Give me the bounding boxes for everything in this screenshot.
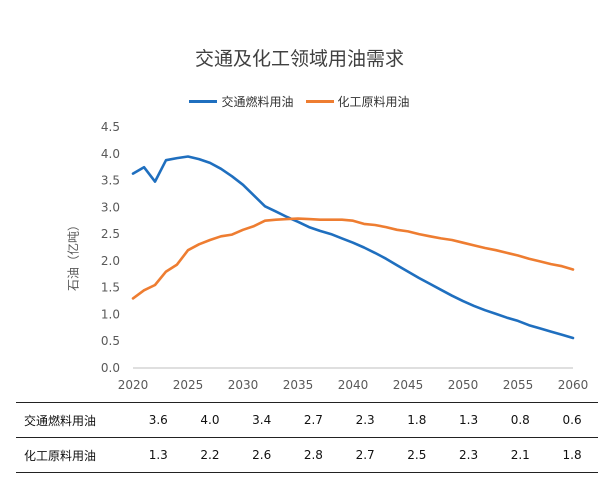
table-cell: 2.2 xyxy=(184,437,236,473)
table-cell: 1.3 xyxy=(132,437,185,473)
x-tick-label: 2040 xyxy=(338,378,369,392)
y-tick-label: 4.0 xyxy=(101,147,120,161)
table-cell: 2.6 xyxy=(235,437,288,473)
table-row-label: 交通燃料用油 xyxy=(16,402,133,438)
x-tick-label: 2025 xyxy=(173,378,204,392)
legend-swatch-chemical xyxy=(305,100,334,103)
table-cell: 2.7 xyxy=(339,437,391,473)
y-tick-label: 2.0 xyxy=(101,254,120,268)
line-chart: 0.0 0.5 1.0 1.5 2.0 2.5 3.0 3.5 4.0 4.5 2020 2025 20… xyxy=(101,120,589,392)
series-line-0 xyxy=(131,155,575,340)
y-tick-label: 1.0 xyxy=(101,307,120,321)
y-tick-label: 2.5 xyxy=(101,227,120,241)
data-table: 交通燃料用油 3.6 4.0 3.4 2.7 2.3 1.8 1.3 0.8 0.6 化工原料用油 1… xyxy=(16,402,598,473)
y-tick-label: 3.5 xyxy=(101,174,120,188)
chart-legend: 交通燃料用油 化工原料用油 xyxy=(0,93,599,110)
y-tick-label: 3.0 xyxy=(101,200,120,214)
table-row-label: 化工原料用油 xyxy=(16,437,133,473)
table-cell: 1.8 xyxy=(546,437,598,473)
x-tick-label: 2050 xyxy=(448,378,479,392)
series-line-1 xyxy=(131,217,575,300)
table-cell: 2.7 xyxy=(287,402,340,438)
legend-label-chemical: 化工原料用油 xyxy=(337,95,410,109)
x-tick-label: 2020 xyxy=(118,378,149,392)
y-tick-label: 0.0 xyxy=(101,361,120,375)
table-row: 化工原料用油 1.3 2.2 2.6 2.8 2.7 2.5 2.3 2.1 1.8 xyxy=(16,437,598,473)
y-tick-label: 1.5 xyxy=(101,281,120,295)
table-cell: 1.8 xyxy=(390,402,443,438)
legend-label-transport: 交通燃料用油 xyxy=(221,95,294,109)
table-cell: 1.3 xyxy=(442,402,495,438)
table-cell: 3.6 xyxy=(132,402,185,438)
x-tick-label: 2060 xyxy=(558,378,589,392)
legend-item-transport: 交通燃料用油 xyxy=(189,93,294,110)
x-tick-label: 2045 xyxy=(393,378,424,392)
y-tick-label: 4.5 xyxy=(101,120,120,134)
legend-swatch-transport xyxy=(189,100,218,103)
x-tick-label: 2030 xyxy=(228,378,259,392)
table-cell: 0.8 xyxy=(494,402,547,438)
table-cell: 2.5 xyxy=(390,437,443,473)
table-cell: 3.4 xyxy=(235,402,288,438)
table-cell: 4.0 xyxy=(184,402,236,438)
table-cell: 0.6 xyxy=(546,402,598,438)
x-tick-label: 2055 xyxy=(503,378,534,392)
table-row: 交通燃料用油 3.6 4.0 3.4 2.7 2.3 1.8 1.3 0.8 0.6 xyxy=(16,402,598,438)
table-cell: 2.8 xyxy=(287,437,340,473)
y-tick-label: 0.5 xyxy=(101,334,120,348)
legend-item-chemical: 化工原料用油 xyxy=(305,93,410,110)
chart-title: 交通及化工领域用油需求 xyxy=(194,48,404,70)
table-cell: 2.1 xyxy=(494,437,547,473)
table-cell: 2.3 xyxy=(339,402,391,438)
x-tick-label: 2035 xyxy=(283,378,314,392)
table-cell: 2.3 xyxy=(442,437,495,473)
